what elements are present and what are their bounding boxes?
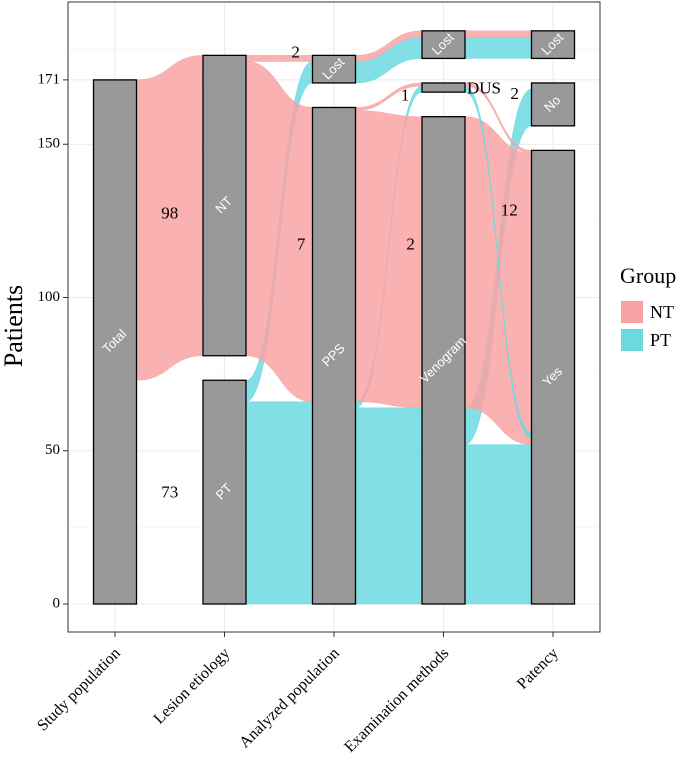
flow-count-label: 7 [297, 234, 306, 253]
stratum-box [421, 116, 466, 605]
legend-label: NT [650, 302, 674, 322]
stratum-box [311, 106, 357, 605]
x-tick-label: Analyzed population [236, 645, 343, 752]
x-tick-label: Patency [514, 645, 562, 693]
x-axis: Study population Lesion etiology Analyzed … [34, 632, 562, 756]
stratum-box [311, 54, 357, 84]
legend-label: PT [650, 330, 671, 350]
y-tick-label: 171 [38, 71, 61, 87]
stratum-box [530, 149, 576, 605]
flow-count-label: 12 [501, 201, 518, 220]
stratum-box [530, 30, 576, 60]
stratum-box [202, 379, 247, 605]
y-tick-label: 50 [45, 442, 60, 458]
flow-nt [464, 116, 532, 445]
stratum-box [202, 54, 247, 357]
x-tick-label: Study population [34, 645, 124, 735]
flow-count-label: 73 [161, 483, 178, 502]
flow-nt [245, 61, 313, 402]
stratum-box [421, 30, 466, 60]
flow-pt [245, 401, 313, 605]
stratum-label: DUS [467, 79, 501, 98]
stratum-box [530, 82, 576, 127]
legend-title: Group [620, 263, 676, 288]
stratum-box [92, 79, 138, 605]
x-tick-label: Examination methods [341, 645, 452, 756]
y-axis-title: Patients [0, 285, 28, 367]
flow-pt [464, 444, 532, 605]
flow-pt [355, 407, 423, 605]
flow-pt [464, 36, 532, 59]
legend: Group NT PT [620, 263, 676, 351]
flow-count-label: 2 [291, 43, 300, 62]
legend-key-nt [621, 301, 643, 323]
y-tick-label: 0 [53, 595, 61, 611]
y-tick-label: 100 [38, 289, 61, 305]
flow-nt [245, 55, 313, 62]
flow-count-label: 98 [161, 204, 178, 223]
flow-nt [464, 30, 532, 38]
stratum-box [421, 82, 466, 93]
flow-count-label: 2 [406, 234, 415, 253]
flow-count-label: 1 [401, 86, 410, 105]
flow-count-label: 2 [510, 84, 519, 103]
legend-key-pt [621, 329, 643, 351]
flow-nt [355, 110, 423, 409]
y-axis: 0 50 100 150 171 [38, 71, 68, 611]
x-tick-label: Lesion etiology [151, 645, 234, 728]
y-tick-label: 150 [38, 136, 61, 152]
